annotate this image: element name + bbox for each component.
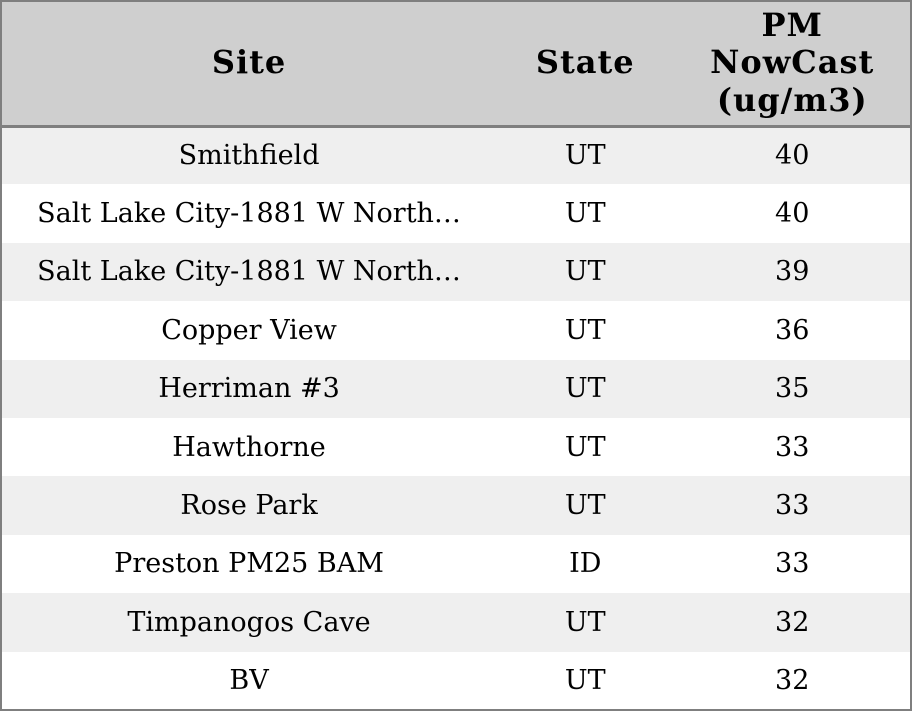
table-row: Smithfield UT 40 (1, 126, 911, 185)
pm-cell: 33 (775, 548, 810, 580)
table-row: Hawthorne UT 33 (1, 417, 911, 477)
table-row: Timpanogos Cave UT 32 (1, 593, 911, 652)
site-cell: Salt Lake City-1881 W North… (37, 198, 461, 230)
state-cell: UT (564, 373, 606, 405)
state-cell: ID (569, 548, 602, 580)
state-cell: UT (564, 140, 606, 172)
table-row: Salt Lake City-1881 W North… UT 40 (1, 184, 911, 243)
pm-cell: 39 (775, 256, 810, 288)
site-cell: BV (229, 664, 269, 696)
col-header-site[interactable]: Site (1, 1, 497, 128)
col-header-pm-nowcast[interactable]: PM NowCast (ug/m3) (674, 1, 911, 128)
state-cell: UT (564, 314, 606, 346)
table-row: Herriman #3 UT 35 (1, 359, 911, 418)
state-cell: UT (564, 664, 606, 696)
pm-cell: 33 (775, 431, 810, 463)
pm-cell: 40 (775, 198, 810, 230)
header-row: Site State PM NowCast (ug/m3) (1, 1, 911, 128)
table-row: Salt Lake City-1881 W North… UT 39 (1, 242, 911, 302)
site-cell: Copper View (161, 314, 337, 346)
site-cell: Salt Lake City-1881 W North… (37, 256, 461, 288)
state-cell: UT (564, 198, 606, 230)
state-cell: UT (564, 490, 606, 522)
site-cell: Timpanogos Cave (127, 606, 371, 638)
pm-cell: 33 (775, 490, 810, 522)
site-cell: Herriman #3 (158, 373, 340, 405)
site-cell: Smithfield (178, 140, 320, 172)
col-header-state[interactable]: State (496, 1, 675, 128)
state-cell: UT (564, 431, 606, 463)
pm-cell: 32 (775, 606, 810, 638)
pm-cell: 35 (775, 373, 810, 405)
pm-cell: 36 (775, 314, 810, 346)
table-row: Preston PM25 BAM ID 33 (1, 534, 911, 594)
pm-cell: 40 (775, 140, 810, 172)
state-cell: UT (564, 606, 606, 638)
site-cell: Rose Park (180, 490, 318, 522)
table-row: BV UT 32 (1, 651, 911, 710)
pm-cell: 32 (775, 664, 810, 696)
table-row: Copper View UT 36 (1, 301, 911, 360)
table-row: Rose Park UT 33 (1, 476, 911, 535)
site-cell: Preston PM25 BAM (114, 548, 384, 580)
state-cell: UT (564, 256, 606, 288)
site-cell: Hawthorne (172, 431, 326, 463)
